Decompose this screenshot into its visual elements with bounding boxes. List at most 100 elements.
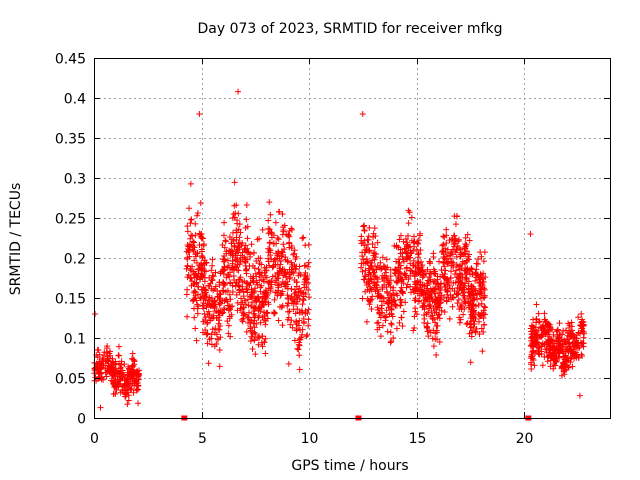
x-tick-label: 20 <box>516 431 534 447</box>
data-point <box>245 248 252 255</box>
data-point <box>527 231 534 237</box>
data-point <box>206 282 213 289</box>
data-point <box>540 328 547 335</box>
data-point <box>124 401 131 408</box>
data-point <box>446 315 453 322</box>
x-tick-label: 0 <box>90 431 99 447</box>
data-point <box>434 276 441 283</box>
data-point <box>437 280 444 287</box>
data-point <box>265 279 272 286</box>
data-point <box>549 326 556 333</box>
data-point <box>125 397 132 404</box>
data-point <box>362 249 369 256</box>
data-point <box>443 226 450 233</box>
data-point <box>227 296 234 303</box>
data-point <box>305 294 312 301</box>
data-point <box>235 210 242 217</box>
data-point <box>363 318 370 325</box>
data-point <box>272 255 279 262</box>
data-point <box>431 268 438 275</box>
data-point <box>432 330 439 337</box>
data-point <box>184 256 191 263</box>
y-tick-label: 0.15 <box>55 292 86 308</box>
data-point <box>462 260 469 267</box>
data-point <box>411 233 418 240</box>
data-point <box>572 340 579 347</box>
data-point <box>368 286 375 293</box>
data-point <box>411 278 418 285</box>
data-point <box>412 308 419 315</box>
data-point <box>412 269 419 276</box>
data-point <box>565 339 572 346</box>
data-point <box>379 322 386 329</box>
data-point <box>383 307 390 314</box>
data-point <box>547 357 554 364</box>
data-point <box>397 232 404 239</box>
data-point <box>274 252 281 259</box>
data-point <box>408 214 415 221</box>
data-point <box>128 385 135 392</box>
data-point <box>221 244 228 251</box>
data-point <box>396 236 403 243</box>
data-point <box>104 343 111 350</box>
data-point <box>458 287 465 294</box>
data-point <box>545 336 552 343</box>
data-point <box>466 286 473 293</box>
data-point <box>455 296 462 303</box>
data-point <box>379 276 386 283</box>
data-point <box>109 358 116 365</box>
data-point <box>220 280 227 287</box>
data-point <box>477 249 484 256</box>
data-point <box>215 320 222 327</box>
data-point <box>421 302 428 309</box>
data-point <box>546 321 553 328</box>
data-point <box>285 308 292 315</box>
data-point <box>388 292 395 299</box>
data-point <box>441 234 448 241</box>
data-point <box>192 232 199 239</box>
data-point <box>261 309 268 316</box>
data-point <box>293 294 300 301</box>
data-point <box>361 276 368 283</box>
data-point <box>187 274 194 281</box>
data-point <box>130 389 137 396</box>
data-point <box>393 242 400 249</box>
data-point <box>365 241 372 248</box>
data-point <box>229 266 236 273</box>
data-point <box>295 341 302 348</box>
data-point <box>277 261 284 268</box>
data-point <box>469 301 476 308</box>
data-point <box>125 392 132 399</box>
data-point <box>527 343 534 350</box>
data-point <box>361 237 368 244</box>
data-point <box>226 247 233 254</box>
data-point <box>243 270 250 277</box>
data-point <box>378 305 385 312</box>
data-point <box>469 302 476 309</box>
data-point <box>279 278 286 285</box>
data-point <box>216 363 223 370</box>
data-point <box>480 321 487 328</box>
data-point <box>242 247 249 254</box>
data-point <box>206 294 213 301</box>
data-point <box>545 331 552 338</box>
data-point <box>255 294 262 301</box>
data-point <box>118 369 125 376</box>
data-point <box>293 253 300 260</box>
data-point <box>462 240 469 247</box>
data-point <box>255 266 262 273</box>
data-point <box>367 275 374 282</box>
data-point <box>453 253 460 260</box>
data-point <box>405 207 412 214</box>
data-point <box>267 211 274 218</box>
data-point <box>249 329 256 336</box>
data-point <box>208 335 215 342</box>
data-point <box>403 284 410 291</box>
data-point <box>403 264 410 271</box>
data-point <box>250 277 257 284</box>
data-point <box>464 231 471 238</box>
data-point <box>549 350 556 357</box>
data-point <box>247 273 254 280</box>
data-point <box>374 320 381 327</box>
